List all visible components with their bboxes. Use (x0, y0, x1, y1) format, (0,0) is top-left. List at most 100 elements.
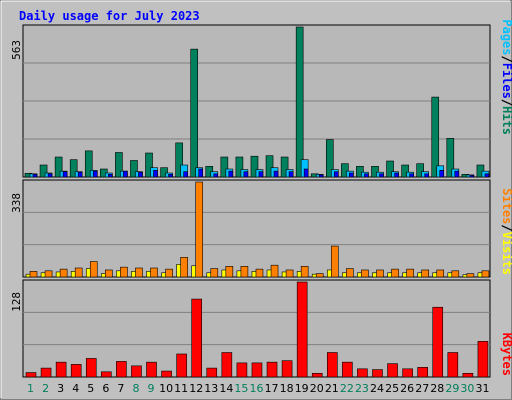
bar-kbytes-day-23 (357, 368, 368, 378)
plot-area-3 (22, 279, 491, 378)
x-label-day-30: 30 (460, 382, 474, 395)
bar-files-day-30 (469, 175, 475, 178)
bar-files-day-14 (228, 170, 234, 178)
bar-files-day-4 (77, 171, 83, 178)
bar-kbytes-day-5 (85, 358, 97, 378)
bar-hits-day-19 (295, 26, 304, 178)
legend-kbytes: KBytes (500, 333, 512, 376)
bar-kbytes-day-25 (387, 363, 398, 378)
x-label-day-8: 8 (132, 382, 139, 395)
x-label-day-26: 26 (400, 382, 414, 395)
x-label-day-10: 10 (159, 382, 173, 395)
bar-files-day-24 (379, 173, 384, 178)
x-label-day-18: 18 (280, 382, 294, 395)
bar-hits-day-8 (130, 160, 138, 178)
bar-kbytes-day-22 (342, 361, 353, 378)
bar-hits-day-25 (386, 160, 394, 178)
bar-sites-day-11 (180, 257, 188, 278)
bar-kbytes-day-16 (251, 362, 263, 378)
bar-kbytes-day-27 (417, 367, 428, 378)
bar-sites-day-20 (315, 273, 324, 278)
bar-files-day-28 (439, 170, 445, 178)
bar-hits-day-22 (341, 163, 349, 178)
chart-title: Daily usage for July 2023 (19, 9, 200, 23)
bar-hits-day-17 (265, 155, 274, 178)
bar-kbytes-day-2 (40, 367, 52, 378)
x-label-day-9: 9 (148, 382, 155, 395)
bar-hits-day-4 (69, 159, 78, 178)
bar-hits-day-2 (39, 164, 48, 178)
bar-sites-day-25 (391, 268, 399, 278)
bar-hits-day-27 (416, 163, 424, 178)
bar-files-day-12 (198, 168, 204, 178)
y-max-label-kbytes: 128 (10, 292, 23, 312)
chart-bars (24, 26, 490, 378)
legend-visits-sites: Sites/Visits (500, 188, 512, 275)
chart-panels (22, 24, 491, 378)
bar-kbytes-day-17 (266, 361, 278, 378)
legend-files: Files (500, 63, 512, 99)
bar-sites-day-24 (376, 269, 384, 278)
x-label-day-3: 3 (57, 382, 64, 395)
bar-sites-day-30 (466, 273, 475, 278)
bar-kbytes-day-1 (25, 372, 37, 378)
legend-sep-1: / (500, 56, 512, 63)
x-label-day-14: 14 (219, 382, 233, 395)
x-label-day-7: 7 (117, 382, 124, 395)
x-label-day-5: 5 (87, 382, 94, 395)
bar-sites-day-2 (44, 270, 53, 278)
bar-kbytes-day-20 (311, 372, 323, 378)
bar-sites-day-10 (165, 268, 173, 278)
bar-hits-day-7 (115, 152, 123, 178)
bar-sites-day-26 (406, 268, 414, 278)
bar-hits-day-10 (160, 167, 168, 178)
x-label-day-27: 27 (415, 382, 429, 395)
legend-pages: Pages (500, 19, 512, 55)
bar-sites-day-8 (135, 267, 143, 278)
bar-kbytes-day-6 (101, 371, 112, 378)
x-label-day-6: 6 (102, 382, 109, 395)
legend-hits: Hits (500, 106, 512, 135)
bar-kbytes-day-15 (236, 362, 248, 378)
bar-sites-day-16 (255, 268, 264, 278)
bar-sites-day-9 (150, 267, 158, 278)
bar-sites-day-19 (300, 266, 309, 278)
x-label-day-24: 24 (370, 382, 384, 395)
bar-files-day-5 (92, 170, 98, 178)
bar-files-day-6 (108, 174, 113, 178)
bar-sites-day-14 (225, 266, 234, 278)
bar-hits-day-28 (431, 96, 440, 178)
bar-kbytes-day-24 (372, 369, 383, 378)
bar-kbytes-day-19 (296, 281, 308, 378)
bar-files-day-9 (153, 170, 158, 178)
x-label-day-20: 20 (310, 382, 324, 395)
x-label-day-1: 1 (27, 382, 34, 395)
bar-sites-day-29 (451, 270, 460, 278)
y-max-label-visits: 338 (10, 193, 23, 213)
bar-files-day-29 (454, 170, 460, 178)
bar-sites-day-13 (210, 268, 219, 278)
bar-files-day-16 (258, 171, 264, 178)
bar-sites-day-31 (481, 270, 490, 278)
bar-kbytes-day-11 (176, 353, 187, 378)
bar-hits-day-18 (280, 156, 289, 178)
bar-files-day-20 (318, 174, 324, 178)
bar-hits-day-11 (175, 142, 183, 178)
bar-files-day-7 (123, 170, 128, 178)
bar-files-day-21 (333, 171, 339, 178)
y-max-label-hits: 563 (10, 40, 23, 60)
x-axis-labels: 1 2 3 4 5 6 7 8 9 10 11 12 13 14 15 16 17 18 19 20 21 22 23 24 2… (27, 382, 489, 395)
x-label-day-19: 19 (295, 382, 309, 395)
bar-kbytes-day-10 (161, 370, 172, 378)
bar-sites-day-7 (120, 266, 128, 278)
bar-files-day-23 (364, 173, 369, 178)
x-label-day-23: 23 (355, 382, 369, 395)
bar-files-day-13 (213, 173, 219, 178)
x-label-day-17: 17 (265, 382, 279, 395)
bar-files-day-10 (168, 174, 173, 178)
x-label-day-31: 31 (475, 382, 489, 395)
bar-sites-day-17 (270, 264, 279, 278)
x-label-day-29: 29 (445, 382, 459, 395)
